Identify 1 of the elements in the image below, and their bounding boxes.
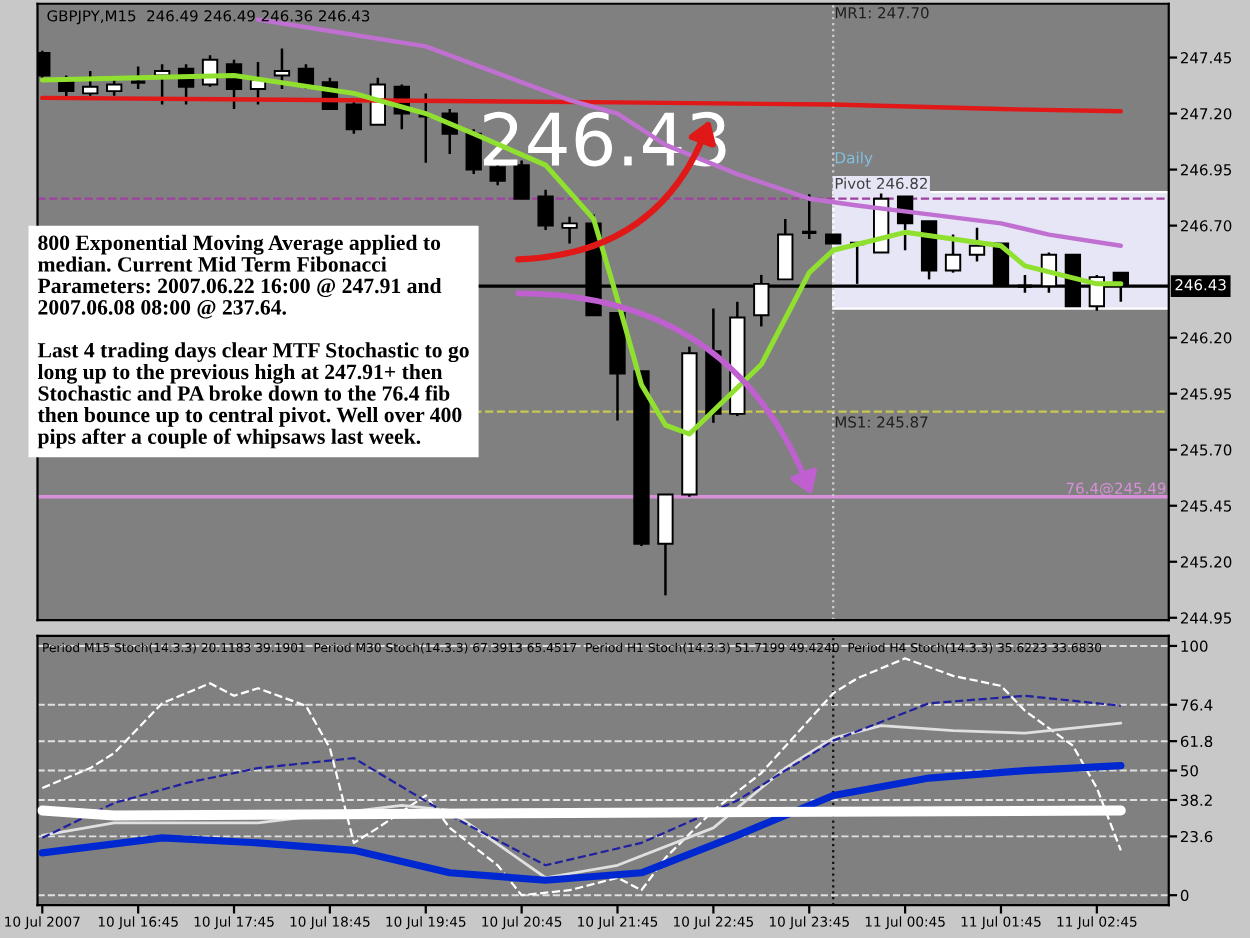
text: 800 Exponential Moving Average applied to median. Current Mid Term Fibonacci Parameters: 2007.06.22 16:00 @ 247.91 and 2007.06.08 08:00 @ 237.64. Last 4 trading days clear MTF Stochastic to go long up to the previous high at 247.91+ then Stochastic and PA broke down to the 76.4 fib then bounce up to central pivot. Well over 400 pips after a couple of whipsaws last week. [37,234,469,449]
